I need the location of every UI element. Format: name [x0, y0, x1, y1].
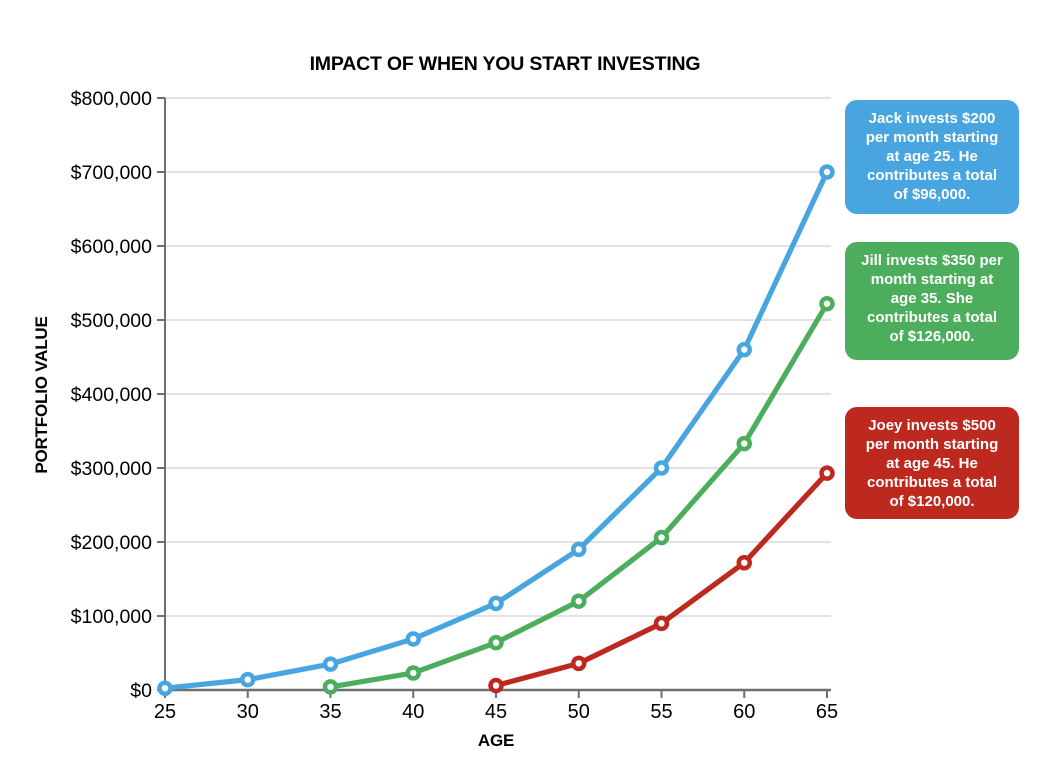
y-tick-label: $100,000 — [71, 606, 152, 628]
y-tick-label: $300,000 — [71, 458, 152, 480]
x-tick-label: 25 — [154, 701, 176, 723]
data-point-marker — [736, 554, 752, 571]
data-point-marker — [488, 595, 504, 612]
annotation-jill: Jill invests $350 per month starting at … — [845, 242, 1019, 360]
data-point-marker — [322, 656, 339, 672]
gridlines — [165, 97, 831, 617]
y-tick-label: $600,000 — [71, 236, 152, 258]
x-tick-label: 60 — [733, 701, 755, 723]
data-point-marker — [571, 541, 587, 558]
x-tick-label: 40 — [402, 701, 424, 723]
x-tick-label: 50 — [568, 701, 590, 723]
y-tick-label: $0 — [130, 680, 152, 702]
data-point-marker — [653, 460, 670, 476]
x-tick-label: 30 — [237, 701, 259, 723]
data-point-marker — [488, 677, 504, 694]
data-point-marker — [653, 615, 670, 632]
data-point-marker — [819, 295, 835, 312]
data-point-marker — [240, 671, 256, 688]
data-point-marker — [157, 680, 173, 696]
data-point-marker — [322, 679, 339, 695]
y-tick-label: $800,000 — [71, 88, 152, 110]
data-point-marker — [819, 164, 835, 180]
data-point-marker — [571, 655, 587, 672]
series-joey — [488, 465, 835, 694]
annotation-jack: Jack invests $200 per month starting at … — [845, 100, 1019, 214]
data-point-marker — [736, 341, 752, 358]
data-point-marker — [488, 634, 504, 651]
data-point-marker — [819, 465, 835, 481]
y-tick-label: $400,000 — [71, 384, 152, 406]
annotation-joey: Joey invests $500 per month starting at … — [845, 407, 1019, 519]
data-point-marker — [405, 665, 421, 681]
series-line-joey — [493, 470, 830, 689]
data-point-marker — [653, 529, 670, 546]
y-tick-label: $500,000 — [71, 310, 152, 332]
data-point-marker — [736, 435, 752, 452]
tick-labels: $0 $100,000 $200,000 $300,000 $400,000 $500,0… — [71, 88, 838, 723]
x-tick-label: 65 — [816, 701, 838, 723]
data-point-marker — [571, 593, 587, 609]
chart-title: IMPACT OF WHEN YOU START INVESTING — [309, 53, 701, 75]
series-line-jill — [327, 301, 830, 690]
x-tick-label: 35 — [319, 701, 341, 723]
x-axis-title: AGE — [477, 731, 515, 750]
data-point-marker — [405, 631, 421, 647]
y-tick-label: $700,000 — [71, 162, 152, 184]
x-tick-label: 55 — [650, 701, 672, 723]
y-tick-label: $200,000 — [71, 532, 152, 554]
x-tick-label: 45 — [485, 701, 507, 723]
series-jill — [322, 295, 835, 695]
series-jack — [157, 164, 835, 696]
